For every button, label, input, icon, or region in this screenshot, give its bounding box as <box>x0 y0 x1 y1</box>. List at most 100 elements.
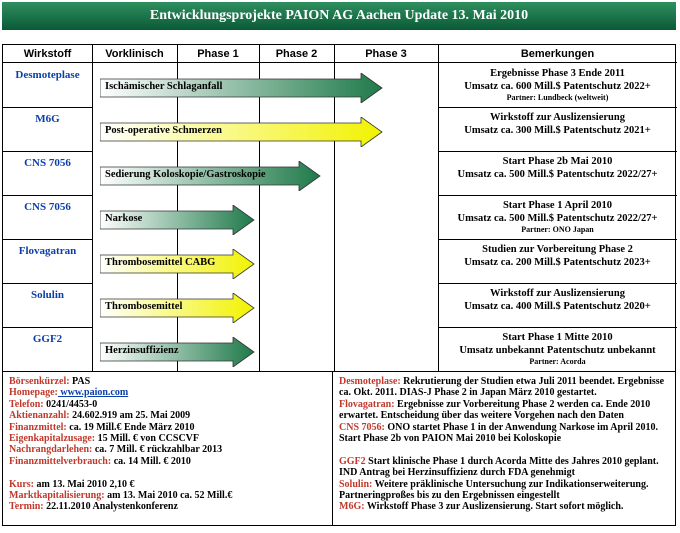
note-value: Start klinische Phase 1 durch Acorda Mit… <box>339 455 659 479</box>
fact-line: Nachrangdarlehen: ca. 7 Mill. € rückzahl… <box>9 444 329 455</box>
fact-key: Nachrangdarlehen: <box>9 444 93 456</box>
wirkstoff-name: CNS 7056 <box>24 157 71 169</box>
note-value: ONO startet Phase 1 in der Anwendung Nar… <box>339 421 659 445</box>
info-section: Börsenkürzel: PAS Homepage: www.paion.com… <box>2 372 676 526</box>
fact-value: 15 Mill. € von CCSCVF <box>95 433 200 445</box>
remark-line: Wirkstoff zur Auslizensierung <box>490 288 625 299</box>
wirkstoff-name: Solulin <box>30 289 65 301</box>
fact-line: Aktienanzahl: 24.602.919 am 25. Mai 2009 <box>9 410 329 421</box>
fact-key: Homepage: <box>9 387 58 399</box>
remark-line: Umsatz ca. 500 Mill.$ Patentschutz 2022/… <box>457 213 658 224</box>
indication-label: Ischämischer Schlaganfall <box>105 81 223 92</box>
note-line: GGF2 Start klinische Phase 1 durch Acord… <box>339 456 671 479</box>
fact-line: Homepage: www.paion.com <box>9 387 329 398</box>
remark-line: Start Phase 2b Mai 2010 <box>502 156 613 167</box>
remark-line: Studien zur Vorbereitung Phase 2 <box>482 244 633 255</box>
note-value: Ergebnisse zur Vorbereitung Phase 2 werd… <box>339 398 651 422</box>
note-line: Flovagatran: Ergebnisse zur Vorbereitung… <box>339 399 671 422</box>
note-line <box>339 444 671 455</box>
note-value: Rekrutierung der Studien etwa Juli 2011 … <box>339 376 665 399</box>
fact-key: Marktkapitalisierung: <box>9 490 105 502</box>
homepage-link[interactable]: www.paion.com <box>57 387 129 399</box>
fact-value: 22.11.2010 Analystenkonferenz <box>43 501 178 513</box>
pipeline-table: Wirkstoff Vorklinisch Phase 1 Phase 2 Ph… <box>2 44 677 372</box>
remark-line: Start Phase 1 Mitte 2010 <box>502 332 613 343</box>
note-key: CNS 7056: <box>339 421 385 433</box>
remarks-cell: Studien zur Vorbereitung Phase 2 Umsatz c… <box>438 243 677 269</box>
header-phase-3: Phase 3 <box>334 45 438 63</box>
page-title: Entwicklungsprojekte PAION AG Aachen Upd… <box>2 2 676 30</box>
fact-line: Finanzmittel: ca. 19 Mill.€ Ende März 20… <box>9 422 329 433</box>
wirkstoff-name: CNS 7056 <box>24 201 71 213</box>
indication-label: Thrombosemittel CABG <box>105 257 216 268</box>
indication-label: Herzinsuffizienz <box>105 345 179 356</box>
fact-key: Börsenkürzel: <box>9 376 70 387</box>
note-key: M6G: <box>339 501 365 513</box>
remarks-cell: Ergebnisse Phase 3 Ende 2011 Umsatz ca. 6… <box>438 67 677 103</box>
fact-value: am 13. Mai 2010 2,10 € <box>34 478 135 490</box>
fact-key: Termin: <box>9 501 44 513</box>
remark-line: Wirkstoff zur Auslizensierung <box>490 112 625 123</box>
fact-value: ca. 14 Mill. € 2010 <box>111 455 191 467</box>
note-key: GGF2 <box>339 455 366 467</box>
fact-line: Eigenkapitalzusage: 15 Mill. € von CCSCV… <box>9 433 329 444</box>
wirkstoff-name: Flovagatran <box>18 245 77 257</box>
fact-line: Termin: 22.11.2010 Analystenkonferenz <box>9 501 329 512</box>
fact-key: Telefon: <box>9 398 44 410</box>
phase-arrow <box>100 73 383 103</box>
remark-line: Umsatz ca. 400 Mill.$ Patentschutz 2020+ <box>464 301 651 312</box>
remark-line: Ergebnisse Phase 3 Ende 2011 <box>490 68 625 79</box>
remarks-cell: Wirkstoff zur Auslizensierung Umsatz ca. … <box>438 287 677 313</box>
remark-line: Start Phase 1 April 2010 <box>502 200 613 211</box>
note-key: Desmoteplase: <box>339 376 401 387</box>
indication-label: Sedierung Koloskopie/Gastroskopie <box>105 169 266 180</box>
remark-line: Umsatz ca. 600 Mill.$ Patentschutz 2022+ <box>464 81 651 92</box>
fact-value: ca. 7 Mill. € rückzahlbar 2013 <box>92 444 223 456</box>
phase-arrow <box>100 161 321 191</box>
wirkstoff-name: M6G <box>35 113 60 125</box>
fact-line <box>9 467 329 478</box>
remarks-cell: Start Phase 1 Mitte 2010 Umsatz unbekannt… <box>438 331 677 367</box>
indication-label: Thrombosemittel <box>105 301 183 312</box>
fact-line: Marktkapitalisierung: am 13. Mai 2010 ca… <box>9 490 329 501</box>
note-line: Solulin: Weitere präklinische Untersuchu… <box>339 479 671 502</box>
fact-line: Finanzmittelverbrauch: ca. 14 Mill. € 20… <box>9 456 329 467</box>
remarks-cell: Start Phase 2b Mai 2010 Umsatz ca. 500 Mi… <box>438 155 677 181</box>
note-value: Wirkstoff Phase 3 zur Auslizensierung. S… <box>364 501 624 513</box>
remark-line: Umsatz ca. 300 Mill.$ Patentschutz 2021+ <box>464 125 651 136</box>
remark-line: Umsatz ca. 500 Mill.$ Patentschutz 2022/… <box>457 169 658 180</box>
note-value: Weitere präklinische Untersuchung zur In… <box>339 478 649 502</box>
phase-arrow <box>100 117 383 147</box>
header-vorklinisch: Vorklinisch <box>92 45 177 63</box>
phase-arrow <box>100 337 255 367</box>
phase-arrow <box>100 293 255 323</box>
fact-value: 24.602.919 am 25. Mai 2009 <box>69 410 191 422</box>
project-notes: Desmoteplase: Rekrutierung der Studien e… <box>339 376 671 513</box>
fact-key: Finanzmittelverbrauch: <box>9 455 112 467</box>
fact-key: Finanzmittel: <box>9 421 67 433</box>
partner-line: Partner: Lundbeck (weltweit) <box>506 93 609 102</box>
remarks-cell: Wirkstoff zur Auslizensierung Umsatz ca. … <box>438 111 677 137</box>
header-phase-2: Phase 2 <box>259 45 334 63</box>
partner-line: Partner: Acorda <box>529 357 586 366</box>
header-wirkstoff: Wirkstoff <box>3 45 92 63</box>
phase-arrow <box>100 205 255 235</box>
wirkstoff-name: Desmoteplase <box>15 69 80 81</box>
remark-line: Umsatz unbekannt Patentschutz unbekannt <box>459 345 656 356</box>
header-phase-1: Phase 1 <box>177 45 259 63</box>
fact-key: Aktienanzahl: <box>9 410 70 422</box>
fact-key: Kurs: <box>9 478 34 490</box>
fact-line: Börsenkürzel: PAS <box>9 376 329 387</box>
company-facts: Börsenkürzel: PAS Homepage: www.paion.com… <box>9 376 329 513</box>
header-bemerkungen: Bemerkungen <box>438 45 677 63</box>
indication-label: Post-operative Schmerzen <box>105 125 222 136</box>
remark-line: Umsatz ca. 200 Mill.$ Patentschutz 2023+ <box>464 257 651 268</box>
note-line: M6G: Wirkstoff Phase 3 zur Auslizensieru… <box>339 501 671 512</box>
note-key: Flovagatran: <box>339 398 395 410</box>
remarks-cell: Start Phase 1 April 2010 Umsatz ca. 500 M… <box>438 199 677 235</box>
indication-label: Narkose <box>105 213 143 224</box>
fact-line: Telefon: 0241/4453-0 <box>9 399 329 410</box>
fact-value: ca. 19 Mill.€ Ende März 2010 <box>66 421 195 433</box>
note-line: Desmoteplase: Rekrutierung der Studien e… <box>339 376 671 399</box>
fact-value: 0241/4453-0 <box>43 398 98 410</box>
